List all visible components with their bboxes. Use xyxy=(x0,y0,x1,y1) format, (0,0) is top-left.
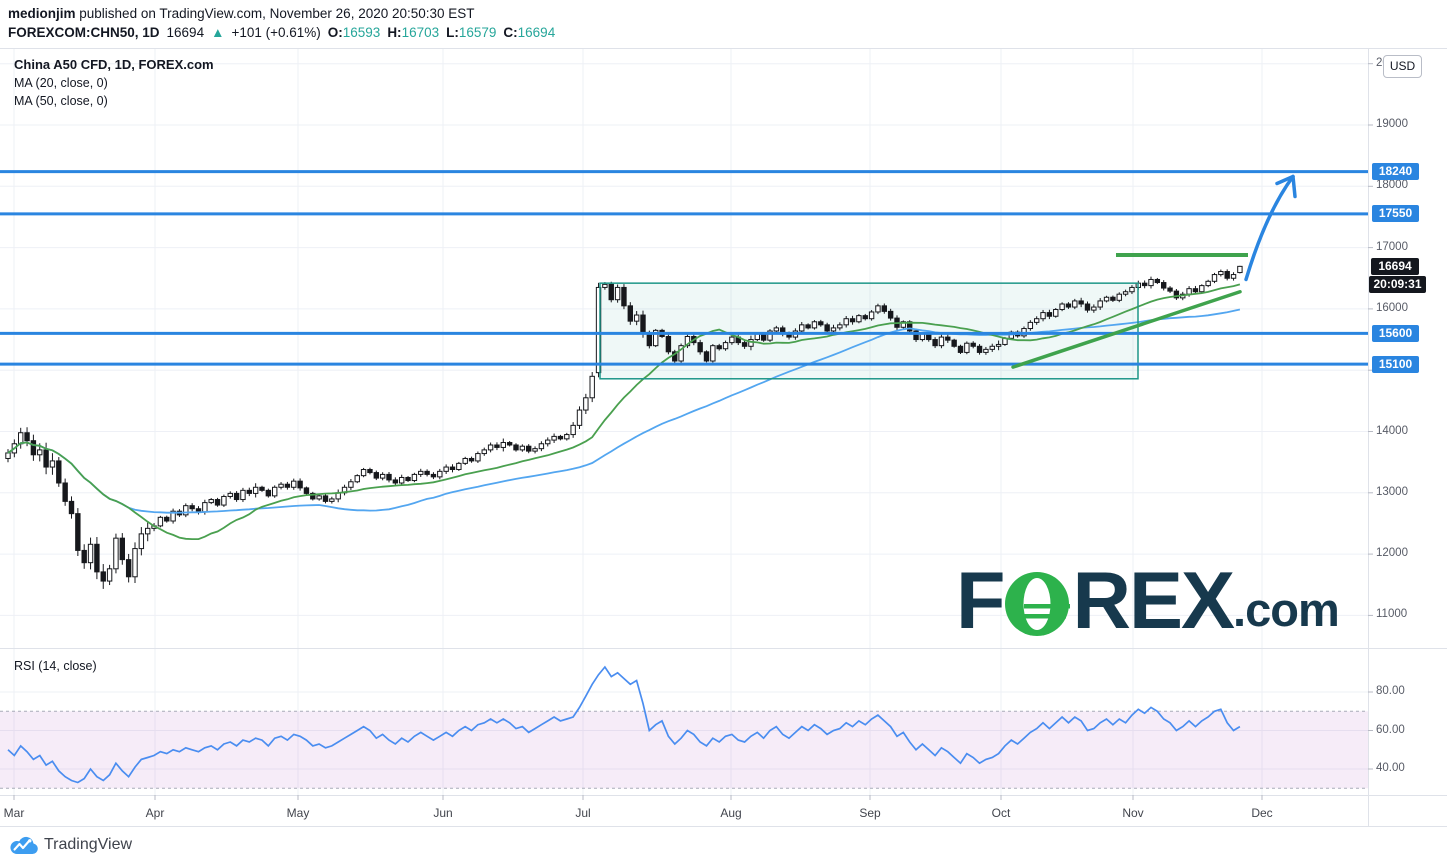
main-pane-legend: China A50 CFD, 1D, FOREX.com MA (20, clo… xyxy=(14,57,214,112)
tradingview-logo[interactable]: TradingView xyxy=(10,835,132,855)
forex-watermark-dotcom: .com xyxy=(1233,583,1340,636)
forex-logo-o-icon xyxy=(1005,572,1071,636)
legend-ma50[interactable]: MA (50, close, 0) xyxy=(14,94,108,108)
change-arrow-up-icon: ▲ xyxy=(211,25,225,40)
legend-title[interactable]: China A50 CFD, 1D, FOREX.com xyxy=(14,57,214,72)
publish-info-line: medionjim published on TradingView.com, … xyxy=(8,6,475,21)
close-value: C:16694 xyxy=(503,25,556,40)
last-price: 16694 xyxy=(166,25,205,40)
symbol-info-line: FOREXCOM:CHN50, 1D 16694 ▲ +101 (+0.61%)… xyxy=(8,25,555,40)
tradingview-cloud-icon xyxy=(10,836,38,855)
publish-info: published on TradingView.com, November 2… xyxy=(79,6,475,21)
legend-ma20[interactable]: MA (20, close, 0) xyxy=(14,76,108,90)
symbol-name[interactable]: FOREXCOM:CHN50, 1D xyxy=(8,25,160,40)
forex-watermark-f: F xyxy=(956,556,1006,646)
open-value: O:16593 xyxy=(327,25,381,40)
high-value: H:16703 xyxy=(387,25,440,40)
header: medionjim published on TradingView.com, … xyxy=(0,0,1447,48)
currency-toggle-button[interactable]: USD xyxy=(1383,55,1422,78)
forex-watermark-rex: REX xyxy=(1072,556,1235,646)
rsi-pane-legend[interactable]: RSI (14, close) xyxy=(14,659,97,673)
low-value: L:16579 xyxy=(446,25,497,40)
tradingview-logo-text: TradingView xyxy=(44,836,133,853)
author-name: medionjim xyxy=(8,6,76,21)
price-change: +101 (+0.61%) xyxy=(231,25,321,40)
forex-watermark: F REX .com xyxy=(956,556,1340,646)
